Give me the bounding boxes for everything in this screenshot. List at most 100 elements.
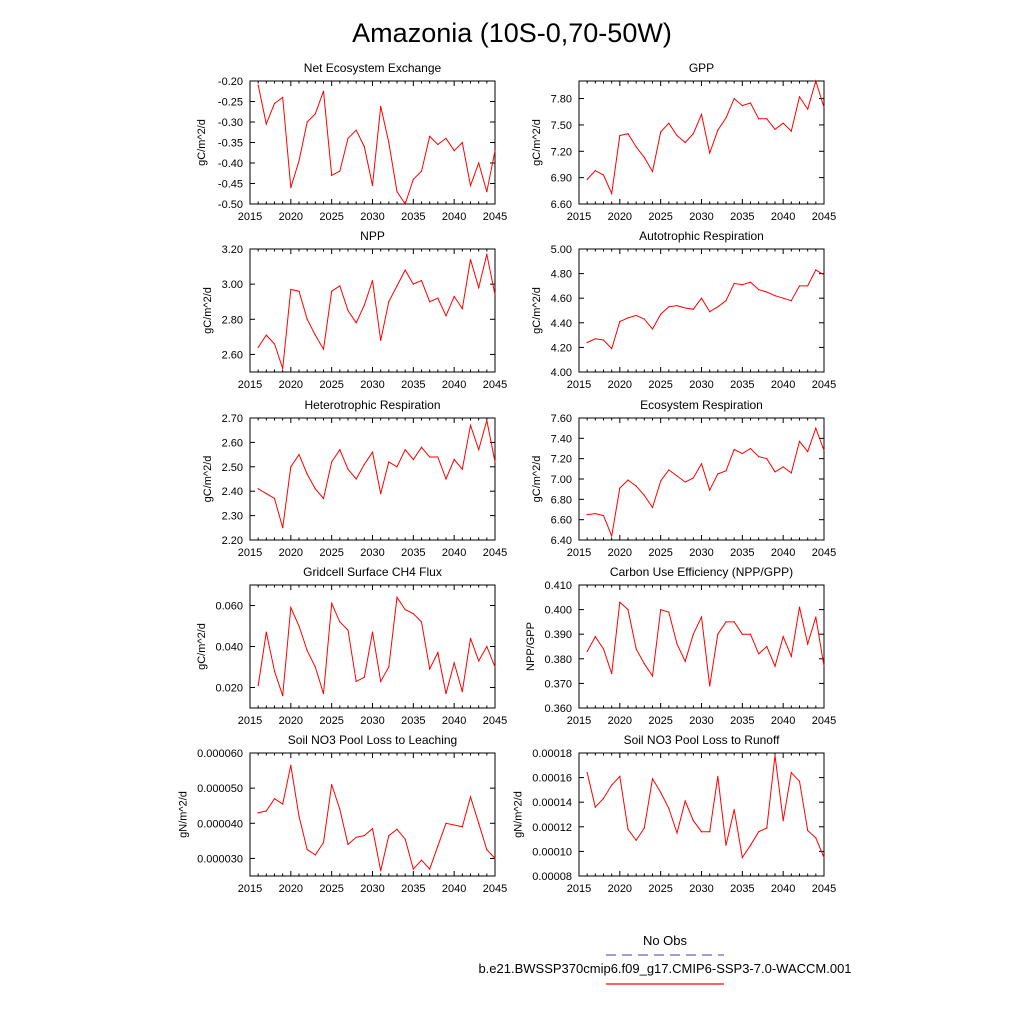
data-point bbox=[461, 468, 463, 470]
y-tick-label: 0.400 bbox=[544, 605, 572, 617]
y-tick-label: 0.360 bbox=[544, 703, 572, 715]
x-tick-label: 2025 bbox=[648, 211, 672, 223]
data-point bbox=[758, 653, 760, 655]
data-point bbox=[692, 133, 694, 135]
data-point bbox=[371, 827, 374, 830]
y-tick-label: -0.25 bbox=[218, 97, 243, 109]
data-point bbox=[257, 684, 259, 687]
data-point bbox=[380, 493, 382, 495]
data-point bbox=[594, 170, 596, 172]
x-tick-label: 2025 bbox=[319, 379, 343, 391]
data-point bbox=[627, 479, 629, 481]
data-point bbox=[635, 839, 637, 841]
data-point bbox=[437, 845, 439, 847]
data-point bbox=[741, 105, 743, 107]
y-tick-label: 7.50 bbox=[551, 120, 572, 132]
data-point bbox=[733, 621, 735, 623]
y-tick-label: 6.80 bbox=[551, 494, 572, 506]
series-line bbox=[586, 79, 825, 196]
data-point bbox=[725, 621, 727, 623]
data-point bbox=[306, 121, 308, 123]
y-tick-label: 7.00 bbox=[551, 474, 572, 486]
data-point bbox=[404, 203, 406, 205]
y-tick-label: -0.35 bbox=[218, 138, 243, 150]
y-tick-label: 7.20 bbox=[551, 454, 572, 466]
x-tick-label: 2030 bbox=[360, 883, 384, 895]
data-point bbox=[469, 184, 472, 187]
y-tick-label: 2.60 bbox=[222, 349, 243, 361]
x-tick-label: 2020 bbox=[608, 379, 632, 391]
data-point bbox=[709, 489, 711, 491]
x-tick-label: 2025 bbox=[319, 715, 343, 727]
x-tick-label: 2040 bbox=[771, 211, 795, 223]
y-axis-label: gC/m^2/d bbox=[202, 287, 214, 334]
data-point bbox=[396, 466, 398, 468]
chart-panel: Autotrophic Respiration 2015 2020 2025 2030 2… bbox=[531, 229, 836, 391]
data-point bbox=[700, 831, 703, 833]
data-point bbox=[331, 174, 333, 176]
data-point bbox=[339, 449, 341, 451]
data-point bbox=[429, 301, 431, 303]
data-point bbox=[314, 666, 316, 668]
data-point bbox=[798, 606, 801, 608]
data-point bbox=[355, 478, 357, 480]
y-tick-label: 4.80 bbox=[551, 269, 572, 281]
data-point bbox=[668, 611, 670, 613]
data-point bbox=[774, 128, 776, 130]
legend-obs-label: No Obs bbox=[643, 933, 688, 948]
data-point bbox=[684, 481, 686, 483]
data-point bbox=[627, 828, 629, 830]
x-tick-label: 2045 bbox=[483, 715, 507, 727]
x-tick-label: 2030 bbox=[689, 883, 713, 895]
data-point bbox=[445, 822, 447, 824]
data-point bbox=[733, 97, 735, 100]
data-point bbox=[733, 448, 735, 451]
data-point bbox=[412, 613, 414, 615]
data-point bbox=[709, 831, 711, 833]
panel-title: NPP bbox=[360, 229, 385, 243]
plot-frame bbox=[249, 417, 496, 541]
data-point bbox=[282, 527, 284, 529]
data-point bbox=[445, 478, 447, 480]
data-point bbox=[461, 141, 463, 144]
data-point bbox=[741, 284, 743, 286]
data-point bbox=[660, 791, 662, 793]
data-point bbox=[594, 338, 596, 340]
x-tick-label: 2025 bbox=[319, 547, 343, 559]
data-point bbox=[594, 512, 596, 515]
data-point bbox=[733, 282, 735, 285]
data-point bbox=[823, 274, 825, 276]
data-point bbox=[339, 170, 341, 172]
x-tick-label: 2030 bbox=[689, 211, 713, 223]
y-tick-label: 0.000040 bbox=[197, 818, 243, 830]
x-tick-label: 2040 bbox=[442, 379, 466, 391]
x-tick-label: 2020 bbox=[279, 883, 303, 895]
data-point bbox=[766, 827, 768, 829]
data-point bbox=[404, 269, 406, 271]
y-tick-label: 0.390 bbox=[544, 629, 572, 641]
data-point bbox=[273, 102, 276, 105]
data-point bbox=[306, 650, 308, 652]
data-point bbox=[290, 466, 292, 468]
data-point bbox=[668, 807, 670, 809]
data-point bbox=[676, 832, 678, 834]
data-point bbox=[749, 633, 752, 635]
data-point bbox=[412, 178, 414, 180]
x-tick-label: 2020 bbox=[279, 715, 303, 727]
data-point bbox=[494, 150, 496, 152]
data-point bbox=[363, 146, 365, 148]
data-point bbox=[461, 691, 463, 693]
data-point bbox=[660, 480, 662, 482]
data-point bbox=[273, 497, 276, 500]
x-tick-label: 2045 bbox=[812, 715, 836, 727]
data-point bbox=[668, 122, 670, 124]
x-tick-label: 2040 bbox=[442, 547, 466, 559]
x-tick-label: 2015 bbox=[567, 715, 591, 727]
data-point bbox=[586, 772, 588, 774]
panel-title: Soil NO3 Pool Loss to Runoff bbox=[624, 733, 781, 747]
data-point bbox=[347, 137, 349, 139]
y-tick-label: 0.410 bbox=[544, 580, 572, 592]
data-point bbox=[602, 515, 605, 517]
plot-frame bbox=[578, 80, 825, 205]
x-tick-label: 2025 bbox=[648, 547, 672, 559]
